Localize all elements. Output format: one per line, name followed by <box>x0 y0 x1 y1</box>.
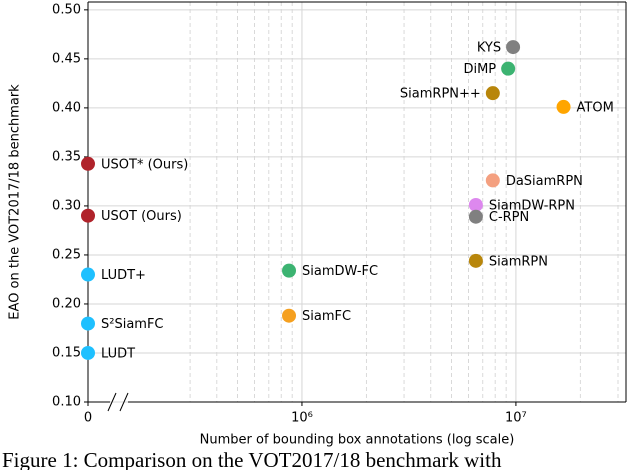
point-label: SiamRPN++ <box>400 87 481 102</box>
point-label: C-RPN <box>489 210 529 225</box>
point <box>81 345 95 360</box>
y-tick-label: 0.40 <box>52 100 81 115</box>
point-label: LUDT <box>101 346 135 361</box>
point <box>556 99 571 114</box>
point <box>282 308 297 323</box>
point-label: DiMP <box>463 62 496 77</box>
caption: Figure 1: Comparison on the VOT2017/18 b… <box>2 448 502 470</box>
point <box>506 40 521 55</box>
point <box>282 263 297 278</box>
y-axis-label: EAO on the VOT2017/18 benchmark <box>8 84 23 320</box>
point-label: SiamFC <box>302 309 351 324</box>
point-label: SiamDW-FC <box>302 264 378 279</box>
point <box>468 253 483 268</box>
y-tick-label: 0.35 <box>52 149 81 164</box>
point <box>468 209 483 224</box>
y-tick-label: 0.30 <box>52 198 81 213</box>
point <box>485 86 500 101</box>
point <box>81 208 95 223</box>
point-label: S²SiamFC <box>101 317 164 332</box>
x-tick-label: 10⁷ <box>505 411 527 426</box>
point <box>501 61 516 76</box>
y-tick-label: 0.20 <box>52 296 81 311</box>
y-tick-label: 0.15 <box>52 345 81 360</box>
point-label: USOT* (Ours) <box>101 157 188 172</box>
point-label: KYS <box>477 41 501 56</box>
y-tick-label: 0.50 <box>52 2 81 17</box>
x-axis-label: Number of bounding box annotations (log … <box>200 433 515 448</box>
point-label: SiamRPN <box>489 254 548 269</box>
y-tick-label: 0.25 <box>52 247 81 262</box>
point <box>81 267 95 282</box>
x-tick-label: 0 <box>84 411 92 426</box>
point <box>468 197 483 212</box>
point-label: LUDT+ <box>101 268 146 283</box>
point <box>81 156 95 171</box>
axis-break <box>107 392 117 412</box>
y-tick-label: 0.45 <box>52 51 81 66</box>
y-tick-label: 0.10 <box>52 395 81 410</box>
point <box>485 173 500 188</box>
point <box>81 316 95 331</box>
x-tick-label: 10⁶ <box>291 411 313 426</box>
axis-break <box>119 392 129 412</box>
point-label: ATOM <box>577 100 614 115</box>
point-label: USOT (Ours) <box>101 209 182 224</box>
point-label: SiamDW-RPN <box>489 198 575 213</box>
point-label: DaSiamRPN <box>506 174 583 189</box>
